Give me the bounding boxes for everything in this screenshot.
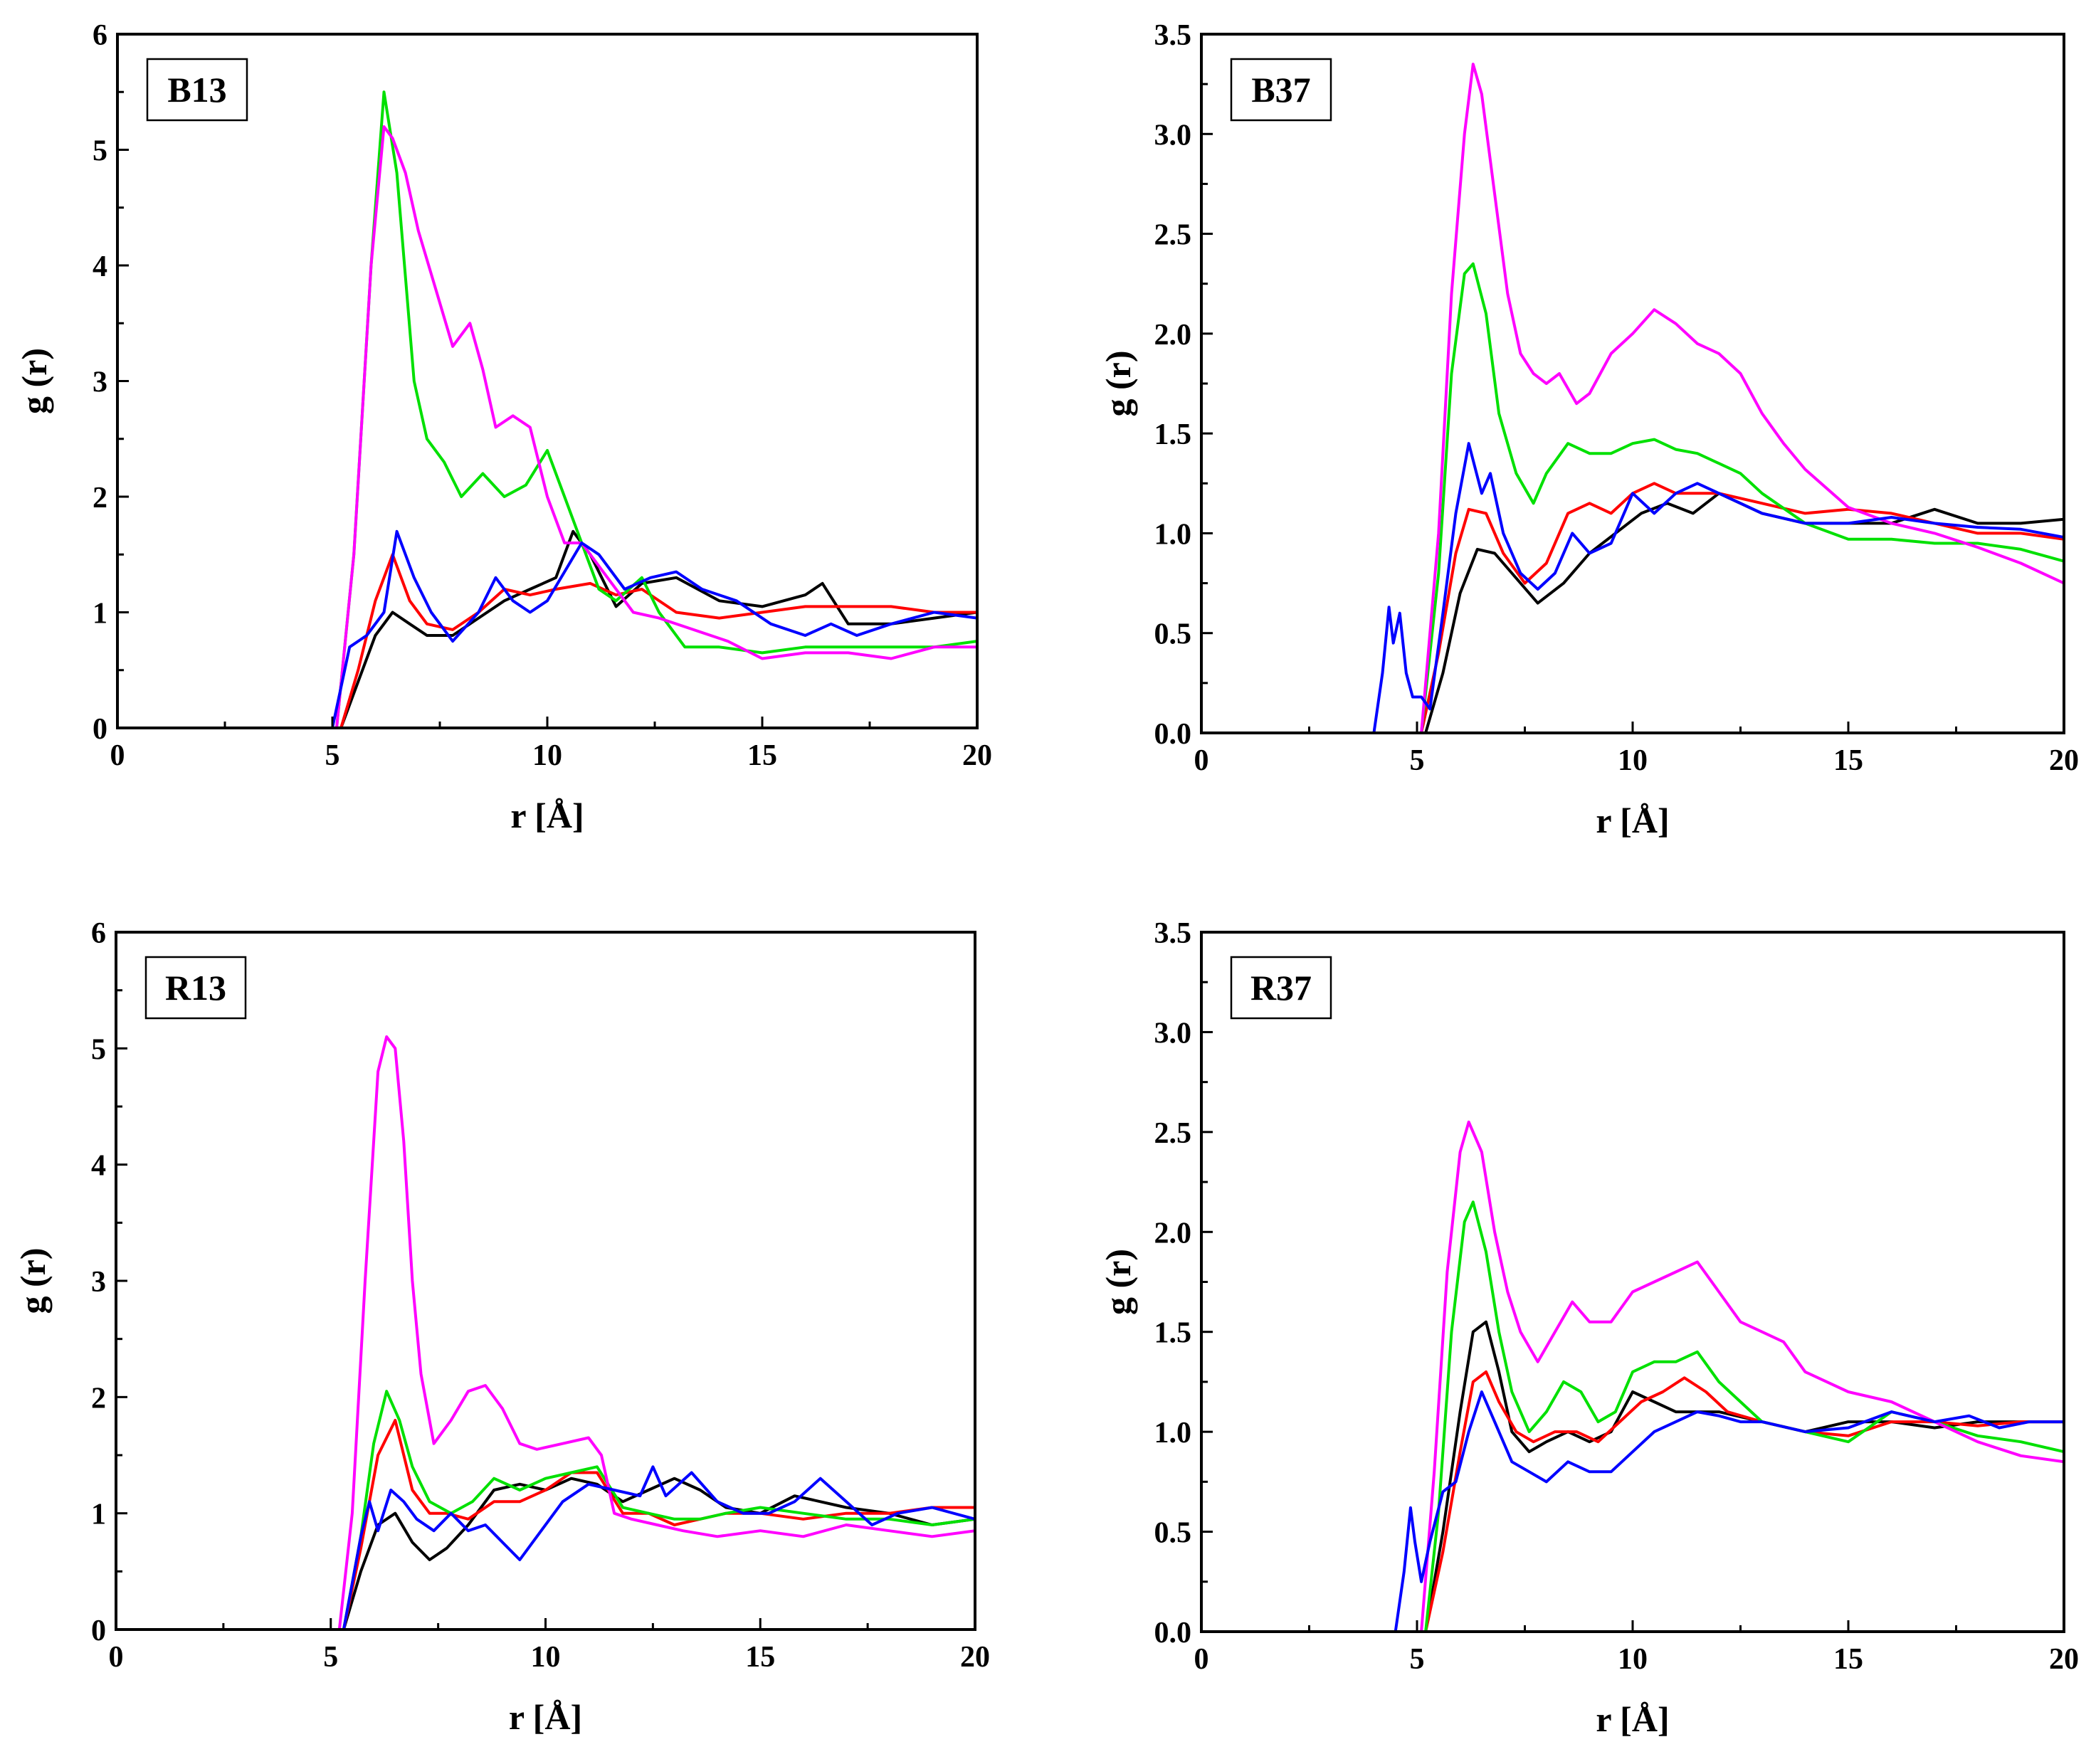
y-tick-label-b13: 4 (93, 250, 107, 283)
x-axis-title-r13: r [Å] (509, 1697, 582, 1737)
panel-label-box-b37 (1230, 58, 1332, 122)
series-line-b37-magenta (1201, 63, 2064, 733)
x-tick-label-r37: 0 (1194, 1643, 1209, 1676)
y-tick-label-r13: 0 (91, 1615, 106, 1647)
x-tick-label-b37: 20 (2049, 744, 2079, 777)
series-line-r37-blue (1201, 1390, 2064, 1632)
x-tick-label-r37: 10 (1618, 1643, 1648, 1676)
y-tick-label-r37: 2.0 (1154, 1217, 1192, 1250)
panel-label-b13: B13 (167, 70, 226, 110)
y-tick-label-r37: 3.0 (1154, 1017, 1192, 1050)
series-line-b37-red (1201, 482, 2064, 733)
x-tick-label-r37: 20 (2049, 1643, 2079, 1676)
y-tick-label-r37: 0.0 (1154, 1617, 1192, 1649)
series-line-r37-red (1201, 1370, 2064, 1632)
x-tick-label-r13: 5 (323, 1641, 338, 1674)
panel-r37: 0 5 10 15 20 0.0 0.5 1.0 1.5 2.0 2.5 3.0 3.5 r [Å] g (… (1098, 917, 2079, 1739)
y-tick-label-b37: 0.5 (1154, 618, 1192, 651)
y-tick-label-b13: 5 (93, 135, 107, 168)
x-axis-title-b37: r [Å] (1596, 801, 1669, 840)
series-line-b13-red (117, 553, 977, 728)
y-tick-label-r13: 2 (91, 1382, 106, 1415)
series-line-r37-magenta (1201, 1120, 2064, 1632)
series-line-b37-green (1201, 262, 2064, 733)
y-tick-label-r13: 6 (91, 917, 106, 950)
y-tick-label-r13: 3 (91, 1266, 106, 1299)
y-tick-label-r13: 1 (91, 1499, 106, 1531)
series-line-b37-blue (1201, 442, 2064, 733)
x-tick-label-r13: 10 (531, 1641, 561, 1674)
plot-frame-r37 (1200, 931, 2065, 1633)
y-tick-label-b13: 6 (93, 19, 107, 52)
x-axis-title-b13: r [Å] (510, 796, 584, 835)
x-tick-label-r13: 15 (745, 1641, 775, 1674)
x-tick-label-b13: 5 (325, 739, 340, 772)
y-tick-label-r13: 5 (91, 1033, 106, 1066)
x-tick-label-b37: 10 (1618, 744, 1648, 777)
panel-b37: 0 5 10 15 20 0.0 0.5 1.0 1.5 2.0 2.5 3.0 3.5 r [Å] g (… (1098, 19, 2079, 840)
y-axis-title-b13: g (r) (14, 348, 54, 414)
x-tick-label-b13: 0 (110, 739, 125, 772)
y-tick-label-b37: 3.0 (1154, 119, 1192, 152)
y-tick-label-b13: 2 (93, 482, 107, 514)
y-tick-label-b37: 2.5 (1154, 219, 1192, 252)
y-tick-label-b13: 3 (93, 366, 107, 399)
y-tick-label-b37: 0.0 (1154, 718, 1192, 751)
panel-label-b37: B37 (1251, 70, 1310, 110)
x-tick-label-r37: 15 (1833, 1643, 1863, 1676)
y-axis-title-b37: g (r) (1098, 351, 1138, 417)
x-tick-label-b37: 5 (1410, 744, 1425, 777)
series-line-b13-black (117, 529, 977, 728)
y-tick-label-r37: 1.5 (1154, 1317, 1192, 1350)
series-line-r13-black (116, 1477, 975, 1630)
panel-label-r37: R37 (1250, 968, 1312, 1008)
series-line-b37-black (1201, 492, 2064, 733)
x-tick-label-b13: 15 (747, 739, 777, 772)
y-axis-title-r13: g (r) (13, 1248, 53, 1314)
y-tick-label-b13: 0 (93, 713, 107, 746)
panel-label-r13: R13 (165, 968, 226, 1008)
panel-r13: 0 5 10 15 20 0 1 2 3 4 5 6 r [Å] g (r) R13 (13, 917, 990, 1737)
series-line-r13-blue (116, 1465, 975, 1630)
x-tick-label-b13: 20 (962, 739, 992, 772)
panel-label-box-r37 (1230, 956, 1332, 1020)
series-line-r13-magenta (116, 1035, 975, 1630)
x-tick-label-r13: 20 (960, 1641, 990, 1674)
x-tick-label-b13: 10 (532, 739, 562, 772)
x-tick-label-r37: 5 (1410, 1643, 1425, 1676)
y-tick-label-b37: 1.0 (1154, 518, 1192, 551)
series-line-b13-magenta (117, 125, 977, 728)
panel-b13: 0 5 10 15 20 0 1 2 3 4 5 6 r [Å] g (r) B13 (14, 19, 992, 835)
y-tick-label-r37: 1.0 (1154, 1417, 1192, 1449)
y-tick-label-b37: 1.5 (1154, 418, 1192, 451)
series-line-b13-green (117, 90, 977, 728)
y-axis-title-r37: g (r) (1098, 1249, 1138, 1315)
series-line-r37-green (1201, 1200, 2064, 1632)
y-tick-label-r13: 4 (91, 1150, 106, 1183)
panel-label-box-r13 (144, 956, 247, 1020)
y-tick-label-b13: 1 (93, 598, 107, 630)
x-tick-label-r13: 0 (109, 1641, 124, 1674)
x-tick-label-b37: 0 (1194, 744, 1209, 777)
y-tick-label-r37: 2.5 (1154, 1117, 1192, 1150)
y-tick-label-b37: 2.0 (1154, 319, 1192, 352)
panel-label-box-b13 (146, 58, 248, 122)
y-tick-label-r37: 3.5 (1154, 917, 1192, 950)
series-line-r37-black (1201, 1320, 2064, 1632)
y-tick-label-b37: 3.5 (1154, 19, 1192, 52)
x-axis-title-r37: r [Å] (1596, 1699, 1669, 1739)
y-tick-label-r37: 0.5 (1154, 1517, 1192, 1550)
series-line-r13-green (116, 1390, 975, 1630)
series-line-b13-blue (117, 529, 977, 728)
plot-frame-b37 (1200, 33, 2065, 734)
x-tick-label-b37: 15 (1833, 744, 1863, 777)
